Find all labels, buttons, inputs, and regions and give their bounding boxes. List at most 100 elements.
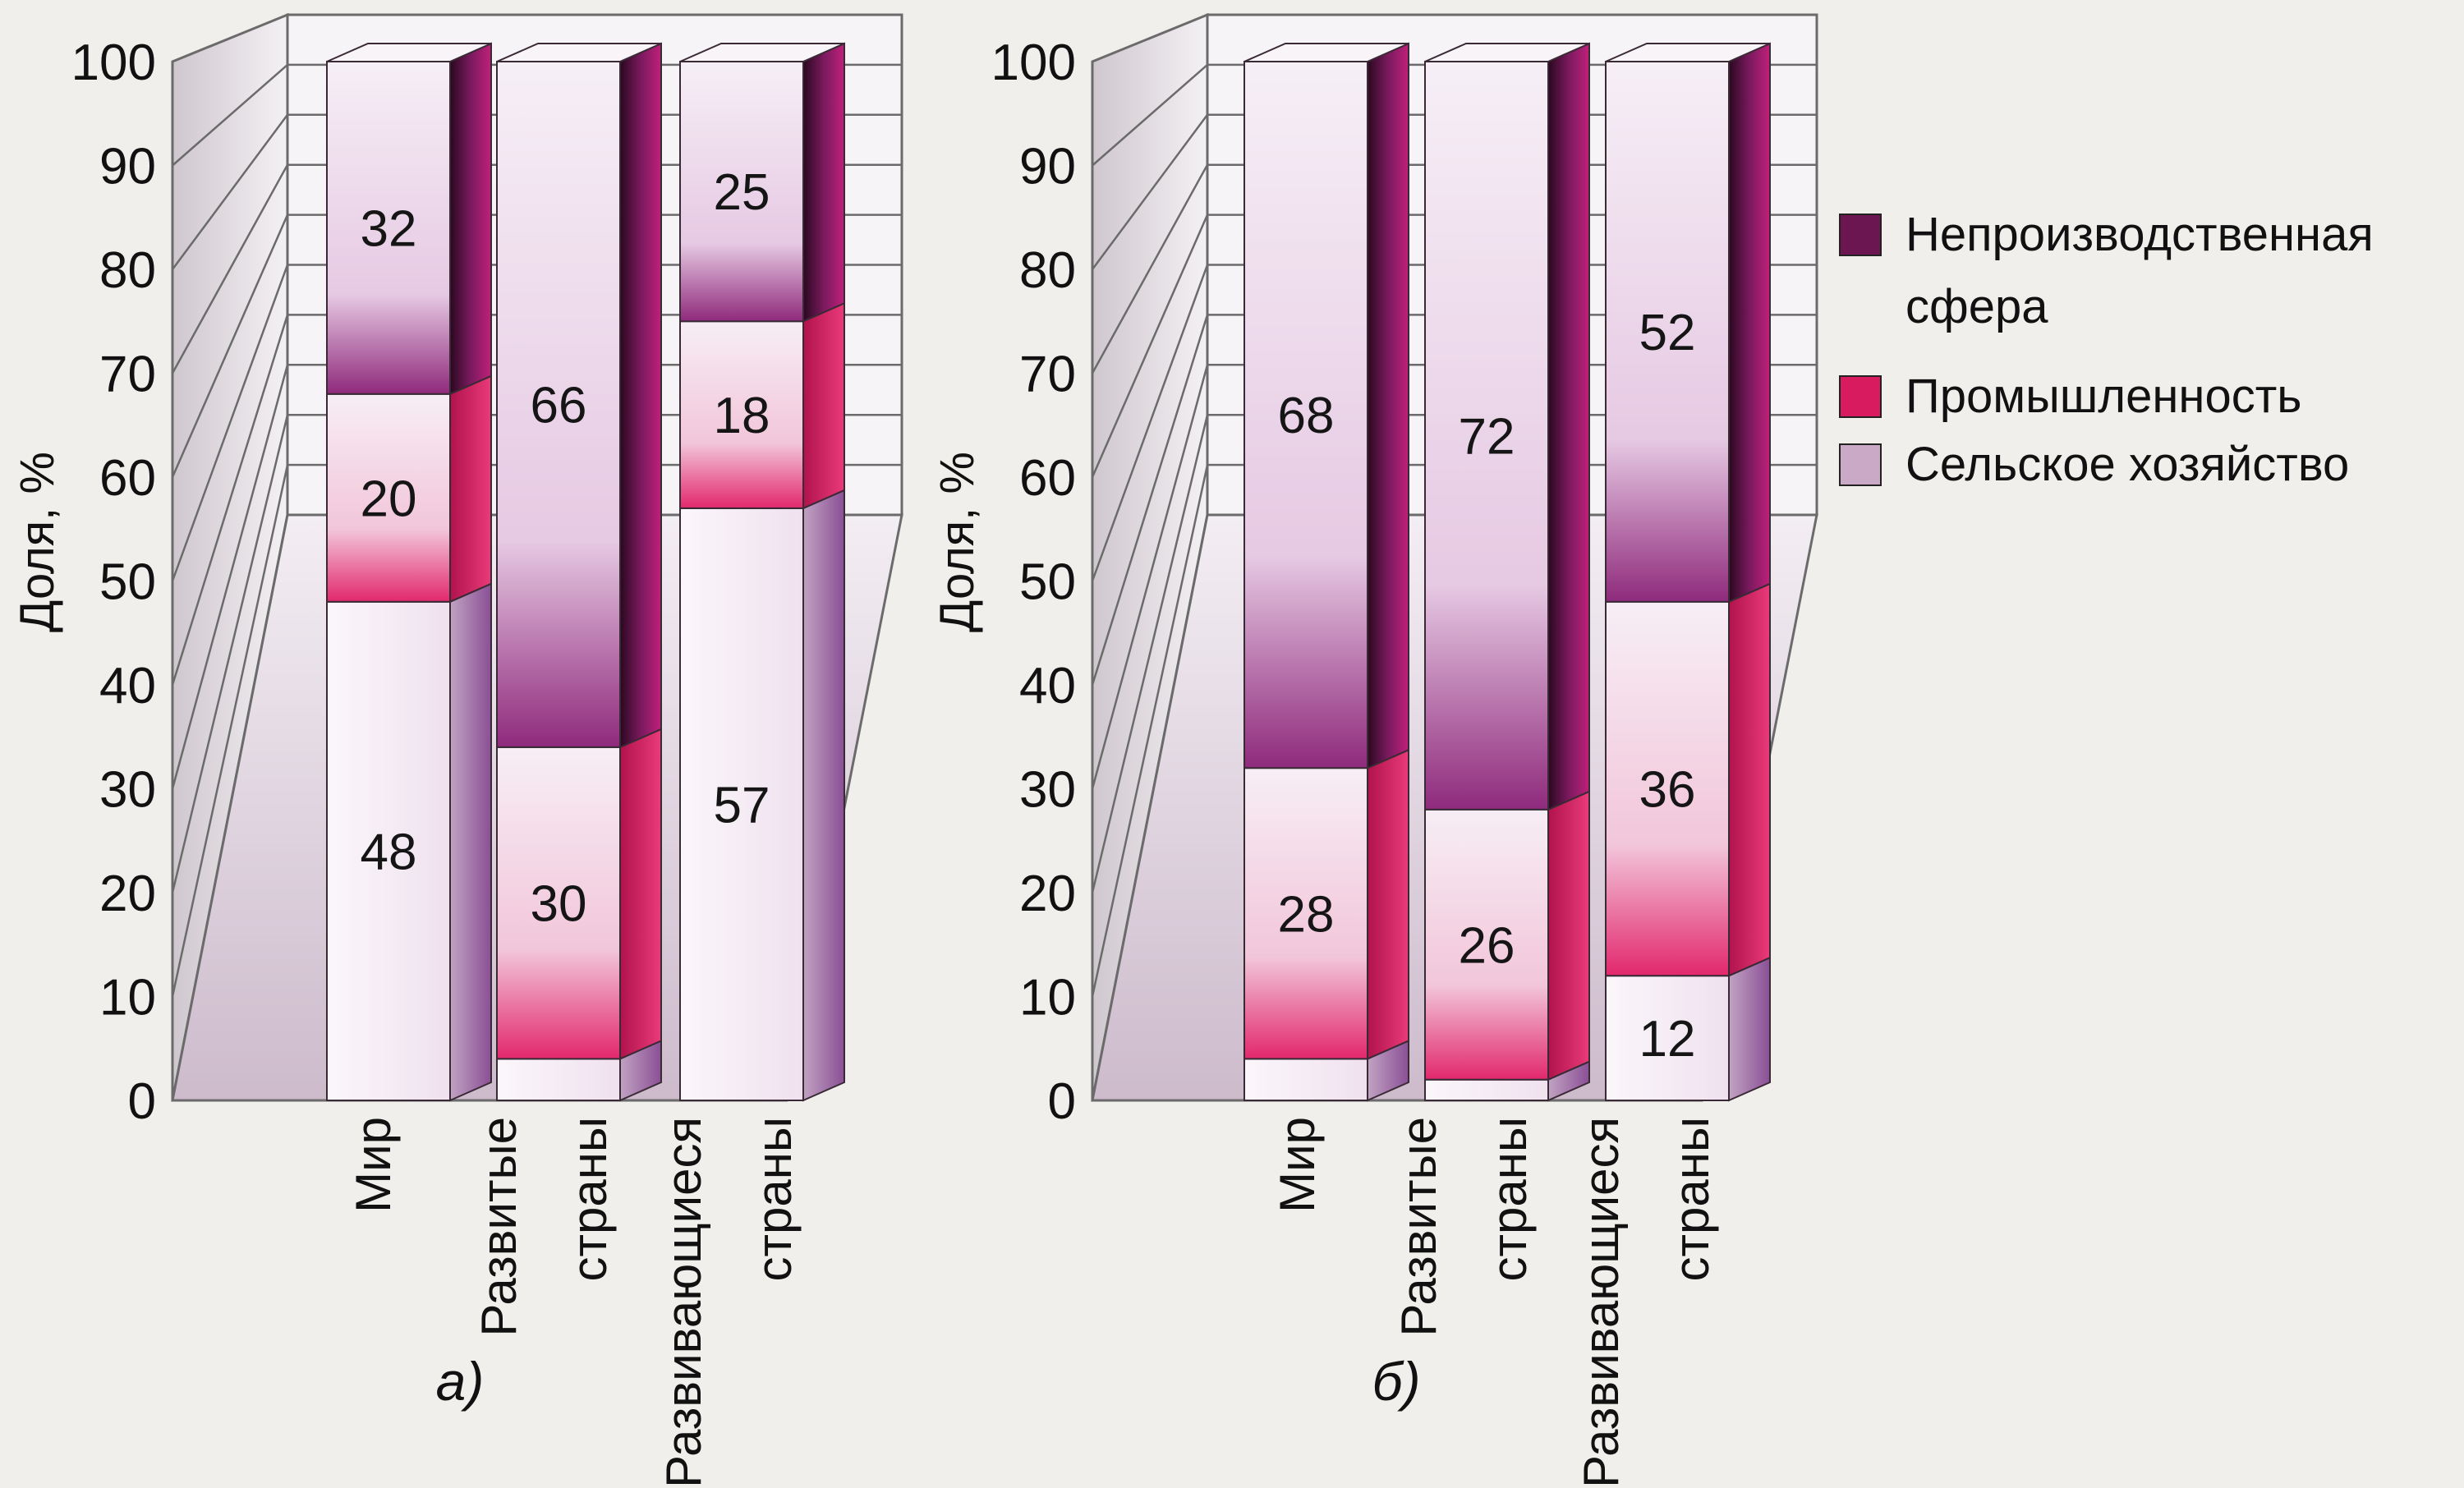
bar-side-industry <box>1547 790 1590 1082</box>
gridline-wall <box>171 414 289 893</box>
legend-swatch <box>1839 375 1882 418</box>
gridline-wall <box>1091 364 1209 789</box>
x-category-label: Развитые <box>471 1117 526 1337</box>
bar-side-services <box>1367 42 1409 769</box>
data-label: 30 <box>531 876 587 933</box>
data-label: 32 <box>361 200 417 257</box>
gridline-wall <box>1091 514 1209 1101</box>
y-tick-label: 100 <box>71 34 156 91</box>
y-tick-label: 90 <box>1019 139 1076 195</box>
bar-industry <box>326 393 451 603</box>
y-tick-label: 20 <box>1019 866 1076 922</box>
gridline-wall <box>172 13 288 63</box>
gridline-wall <box>171 364 289 789</box>
y-tick-label: 30 <box>99 762 156 819</box>
gridline-wall <box>1091 264 1209 581</box>
y-tick-label: 60 <box>99 450 156 507</box>
gridline-wall <box>172 63 288 167</box>
bar-side-industry <box>1367 748 1409 1060</box>
data-label: 66 <box>531 377 587 434</box>
legend-label: Непроизводственная <box>1905 208 2374 261</box>
bar-side-services <box>802 42 845 323</box>
x-category-label: Развивающиеся <box>1574 1117 1629 1484</box>
bar-side-services <box>1728 42 1771 604</box>
gridline-wall <box>171 315 289 686</box>
y-tick-label: 10 <box>99 970 156 1026</box>
bar-agriculture <box>1424 1078 1549 1101</box>
bar-side-industry <box>619 728 662 1060</box>
legend-label: сфера <box>1905 280 2048 333</box>
bar-side-services <box>449 42 492 396</box>
bar-side-services <box>619 42 662 749</box>
legend: Непроизводственная сфера Промышленность Сел… <box>1839 208 2374 491</box>
bar-side-agriculture <box>449 582 492 1102</box>
data-label: 26 <box>1459 917 1515 974</box>
x-category-label: Развитые <box>1391 1117 1446 1337</box>
bar-services <box>679 61 804 323</box>
bar-side-industry <box>449 374 492 604</box>
bar-industry <box>1424 808 1549 1081</box>
y-axis-label: Доля, % <box>931 452 984 632</box>
gridline-wall <box>1091 164 1209 374</box>
legend-swatch <box>1839 214 1882 256</box>
y-tick-label: 90 <box>99 139 156 195</box>
y-tick-label: 20 <box>99 866 156 922</box>
x-category-label: Мир <box>346 1117 401 1213</box>
gridline-wall <box>1091 114 1209 270</box>
y-tick-label: 100 <box>991 34 1076 91</box>
gridline-wall <box>171 464 289 997</box>
legend-label: Промышленность <box>1905 370 2302 423</box>
gridline-wall <box>171 264 289 581</box>
data-label: 48 <box>361 824 417 880</box>
gridline-wall <box>171 214 289 478</box>
bar-top <box>496 43 662 62</box>
bar-top <box>679 43 845 62</box>
x-category-label: страны <box>1664 1117 1719 1281</box>
bar-top <box>1605 43 1771 62</box>
gridline-wall <box>1092 13 1208 63</box>
legend-swatch <box>1839 443 1882 486</box>
bar-top <box>1424 43 1590 62</box>
bar-side-industry <box>802 301 845 510</box>
y-tick-label: 0 <box>1048 1073 1076 1130</box>
y-tick-label: 40 <box>99 658 156 714</box>
bar-agriculture <box>496 1058 621 1102</box>
y-tick-label: 50 <box>1019 554 1076 611</box>
data-label: 36 <box>1639 762 1696 819</box>
bar-industry <box>1243 767 1368 1060</box>
data-label: 20 <box>361 471 417 527</box>
legend-label: Сельское хозяйство <box>1905 438 2349 491</box>
data-label: 72 <box>1459 408 1515 465</box>
panel-label: б) <box>1372 1351 1420 1412</box>
gridline-wall <box>1092 63 1208 167</box>
bar-top <box>326 43 492 62</box>
y-tick-label: 10 <box>1019 970 1076 1026</box>
bar-agriculture <box>326 600 451 1101</box>
y-tick-label: 50 <box>99 554 156 611</box>
gridline-wall <box>1091 214 1209 478</box>
data-label: 68 <box>1278 388 1335 444</box>
y-tick-label: 30 <box>1019 762 1076 819</box>
bar-services <box>1243 61 1368 769</box>
y-axis-label: Доля, % <box>11 452 64 632</box>
data-label: 18 <box>714 388 770 444</box>
gridline-wall <box>1091 464 1209 997</box>
bar-services <box>1605 61 1730 603</box>
data-label: 57 <box>714 777 770 834</box>
bar-side-agriculture <box>1728 956 1771 1102</box>
bar-industry <box>679 320 804 509</box>
panel-label: а) <box>436 1351 485 1412</box>
bar-side-agriculture <box>802 489 845 1102</box>
gridline-wall <box>1091 414 1209 893</box>
x-category-label: страны <box>562 1117 617 1281</box>
bar-agriculture <box>679 507 804 1101</box>
data-label: 28 <box>1278 886 1335 943</box>
x-category-label: Развивающиеся <box>656 1117 711 1484</box>
gridline-wall <box>171 114 289 270</box>
data-label: 12 <box>1639 1011 1696 1068</box>
bar-services <box>496 61 621 748</box>
